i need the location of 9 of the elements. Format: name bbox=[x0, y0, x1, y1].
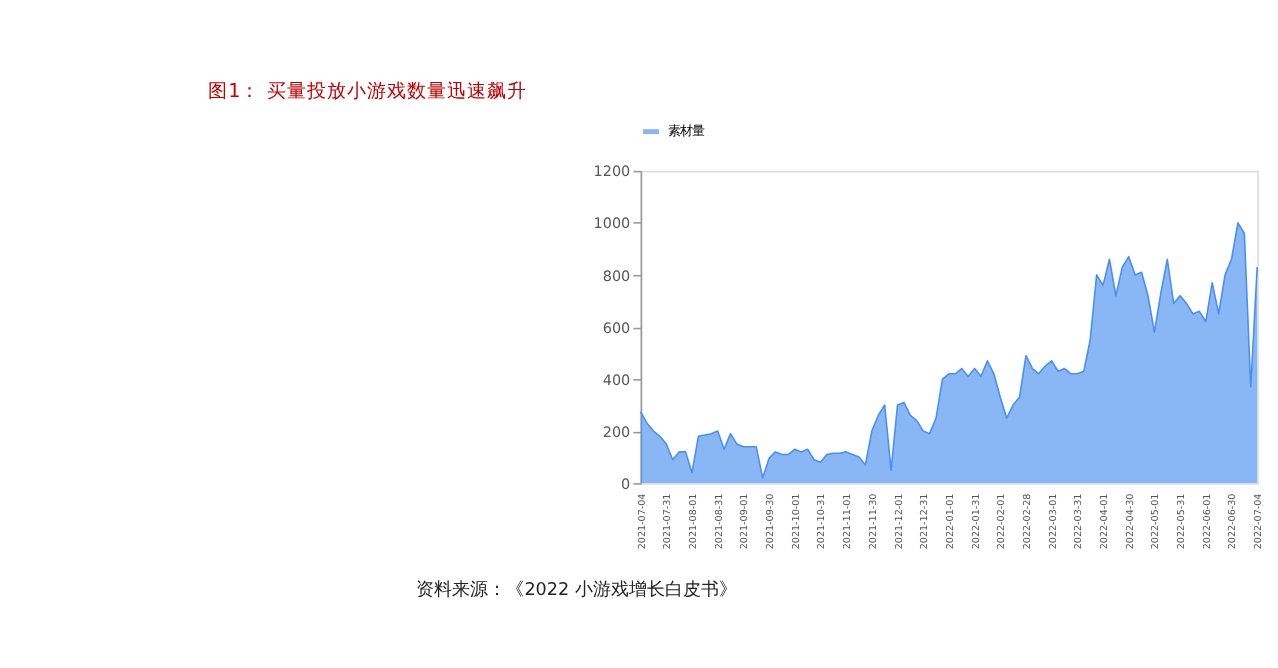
text: 图1： 买量投放小游戏数量迅速飙升 bbox=[208, 79, 527, 104]
y-tick-label: 800 bbox=[602, 266, 632, 285]
y-tick-label: 0 bbox=[621, 474, 632, 493]
text: 资料来源：《2022 小游戏增长白皮书》 bbox=[416, 579, 737, 602]
y-tick-label: 1200 bbox=[593, 162, 632, 181]
y-tick-label: 400 bbox=[602, 370, 632, 389]
y-tick-label: 1000 bbox=[593, 214, 632, 233]
y-tick-label: 600 bbox=[602, 318, 632, 337]
y-tick-label: 200 bbox=[602, 422, 632, 441]
